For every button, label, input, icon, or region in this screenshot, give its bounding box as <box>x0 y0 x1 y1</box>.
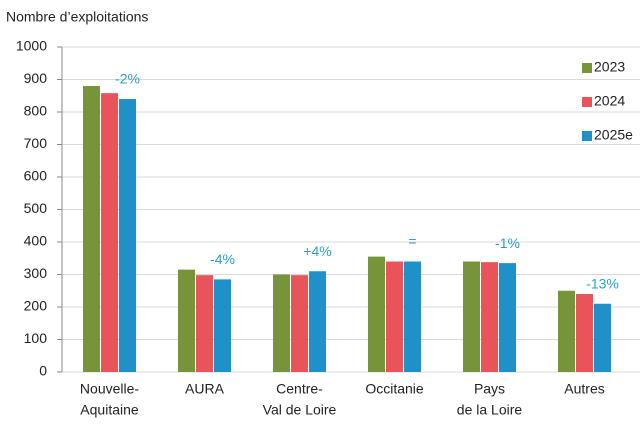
bar <box>404 261 421 372</box>
bar <box>499 263 516 372</box>
bar <box>178 269 195 372</box>
bar <box>273 274 290 372</box>
x-tick-label: AURA <box>185 381 225 397</box>
x-tick-label: Occitanie <box>365 381 424 397</box>
x-tick-label: Val de Loire <box>263 402 337 418</box>
x-tick-label: Aquitaine <box>80 402 139 418</box>
y-tick-label: 900 <box>24 70 48 86</box>
y-tick-label: 400 <box>24 233 48 249</box>
annotation: -4% <box>210 251 235 267</box>
bar <box>594 303 611 372</box>
legend-swatch <box>582 131 592 141</box>
bar <box>558 290 575 372</box>
y-tick-label: 0 <box>39 363 47 379</box>
chart-title: Nombre d’exploitations <box>6 9 148 25</box>
bar <box>196 275 213 372</box>
bar <box>101 93 118 373</box>
annotation: -2% <box>115 71 140 87</box>
annotation: -13% <box>586 275 619 291</box>
y-tick-label: 500 <box>24 200 48 216</box>
bar <box>463 261 480 372</box>
annotation: -1% <box>495 235 520 251</box>
x-tick-label: Nouvelle- <box>80 381 139 397</box>
bar <box>309 271 326 372</box>
x-tick-label: Centre- <box>276 381 323 397</box>
legend-label: 2024 <box>594 93 625 109</box>
x-tick-label: de la Loire <box>457 402 523 418</box>
y-tick-label: 700 <box>24 135 48 151</box>
bar <box>119 99 136 372</box>
bar <box>386 261 403 372</box>
y-tick-label: 100 <box>24 330 48 346</box>
bar <box>214 279 231 372</box>
bar <box>481 262 498 372</box>
legend-swatch <box>582 97 592 107</box>
annotation: +4% <box>303 243 331 259</box>
legend-label: 2025e <box>594 127 633 143</box>
bar <box>576 294 593 372</box>
legend-swatch <box>582 63 592 73</box>
y-tick-label: 1000 <box>16 38 47 54</box>
y-tick-label: 300 <box>24 265 48 281</box>
y-tick-label: 600 <box>24 168 48 184</box>
bar <box>368 256 385 372</box>
y-tick-label: 200 <box>24 298 48 314</box>
x-tick-label: Autres <box>564 381 604 397</box>
annotation: = <box>408 233 416 249</box>
legend-label: 2023 <box>594 59 625 75</box>
x-tick-label: Pays <box>474 381 505 397</box>
y-tick-label: 800 <box>24 103 48 119</box>
bar <box>83 86 100 372</box>
bar <box>291 275 308 372</box>
